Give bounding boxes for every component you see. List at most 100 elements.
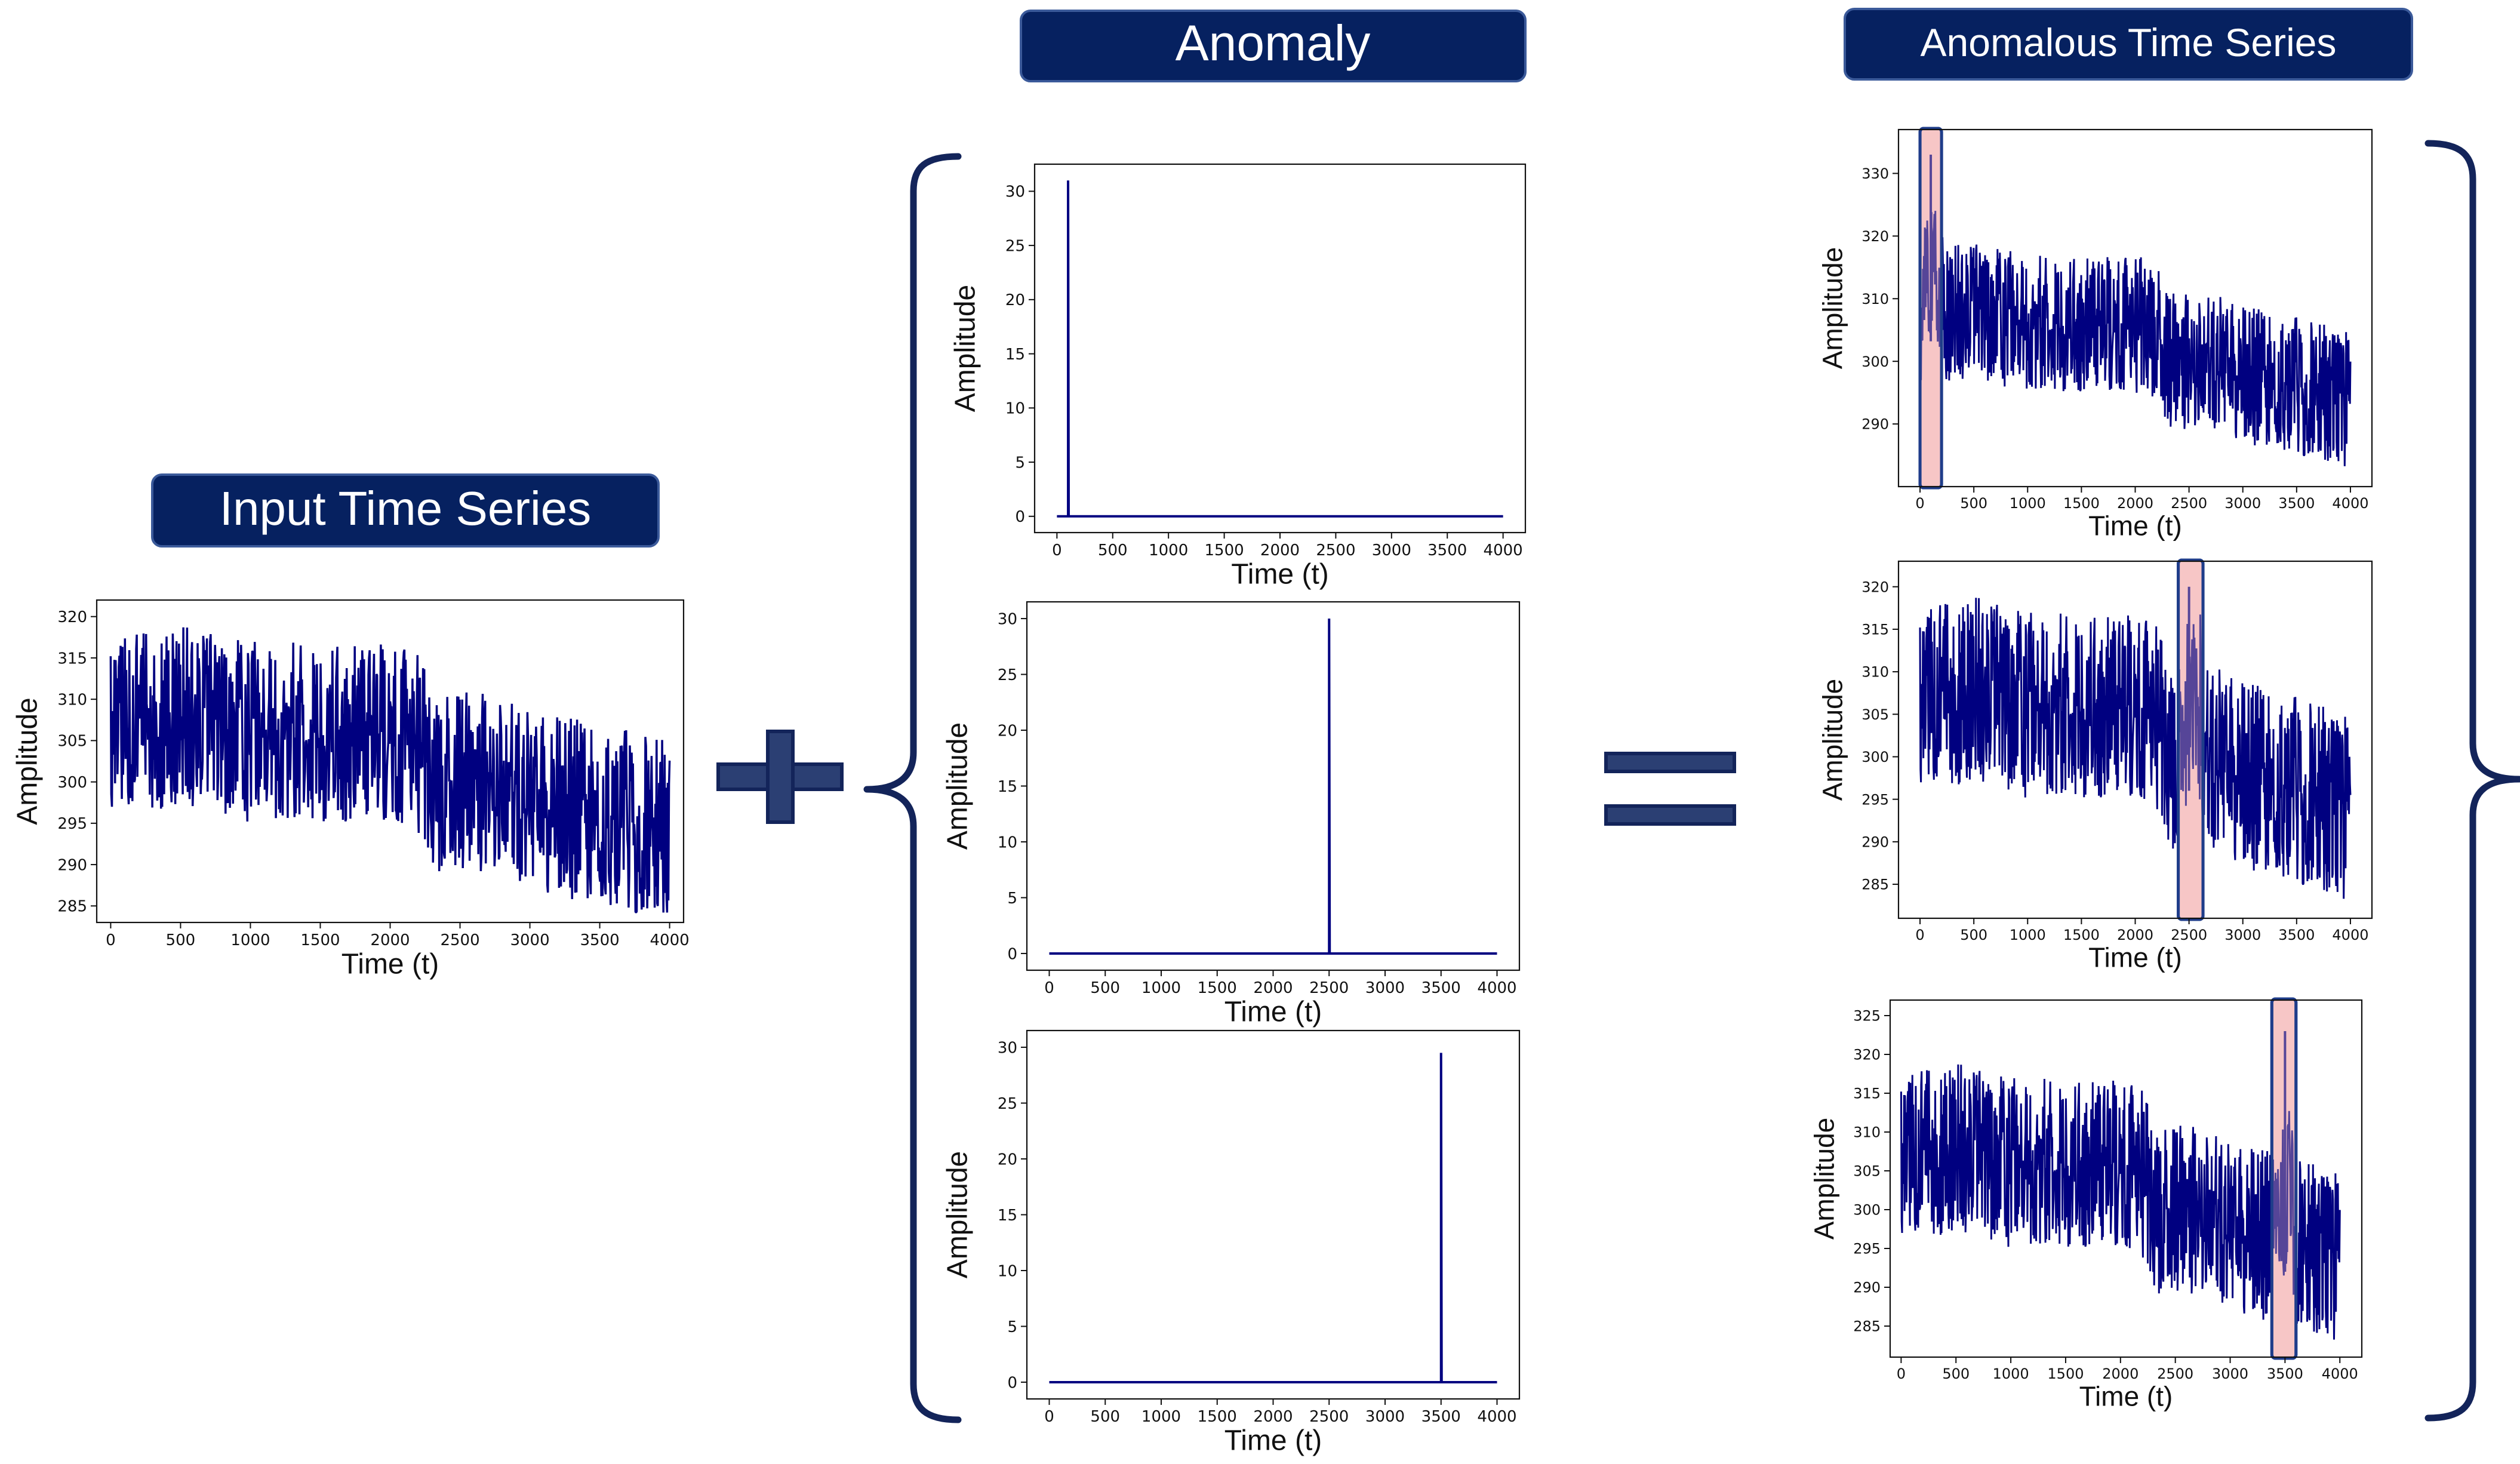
x-tick-label: 2000	[370, 931, 410, 949]
chart-anomalous-2: 0 500 1000 1500 2000 2500 3000 3500 4000 285 290 29…	[1817, 558, 2373, 973]
y-tick-label: 290	[1861, 834, 1889, 850]
x-tick-label: 2000	[2117, 495, 2153, 512]
x-tick-label: 3000	[1372, 542, 1411, 559]
x-tick-label: 2000	[1253, 1408, 1293, 1426]
x-axis-label: Time (t)	[1224, 1425, 1322, 1457]
anomalous-title-badge: Anomalous Time Series	[1844, 8, 2413, 81]
y-tick-label: 315	[1853, 1085, 1881, 1102]
y-tick-label: 20	[998, 1151, 1017, 1168]
x-tick-label: 500	[1960, 927, 1987, 943]
x-tick-label: 4000	[1484, 542, 1523, 559]
x-tick-label: 2000	[2117, 927, 2153, 943]
chart-input: 0 500 1000 1500 2000 2500 3000 3500 4000 285 290 29…	[12, 599, 690, 980]
right-brace	[2424, 140, 2520, 1422]
plot-frame	[1026, 1029, 1521, 1400]
y-tick-label: 15	[998, 1207, 1017, 1225]
x-tick-label: 3000	[1365, 979, 1405, 997]
y-axis-label: Amplitude	[1817, 247, 1848, 370]
x-tick-label: 1000	[1141, 1408, 1181, 1426]
spike-series-line	[1049, 1053, 1497, 1383]
y-tick-label: 0	[1007, 945, 1017, 963]
x-tick-label: 2500	[1316, 542, 1355, 559]
x-tick-label: 0	[1044, 979, 1054, 997]
y-tick-label: 30	[998, 1039, 1017, 1057]
y-tick-label: 300	[1853, 1202, 1881, 1219]
x-tick-label: 3000	[2224, 495, 2261, 512]
y-tick-label: 315	[1861, 622, 1889, 638]
x-tick-label: 500	[1098, 542, 1128, 559]
x-tick-label: 4000	[2332, 495, 2368, 512]
y-tick-label: 325	[1853, 1008, 1881, 1025]
y-axis-label: Amplitude	[1817, 679, 1848, 801]
series-line	[1919, 598, 2352, 899]
chart-anomalous-1: 0 500 1000 1500 2000 2500 3000 3500 4000 290 300 31…	[1817, 127, 2373, 542]
series-line	[1900, 1064, 2341, 1340]
series-line	[109, 627, 671, 914]
y-tick-label: 0	[1007, 1374, 1017, 1392]
x-axis-label: Time (t)	[2088, 510, 2182, 542]
input-title-badge: Input Time Series	[151, 473, 660, 548]
y-tick-label: 300	[57, 774, 87, 792]
x-axis-label: Time (t)	[2088, 942, 2182, 973]
plot-frame	[1026, 601, 1521, 971]
x-tick-label: 2000	[1260, 542, 1300, 559]
left-brace	[863, 153, 962, 1423]
y-tick-label: 10	[1005, 400, 1025, 418]
anomaly-highlight-overlay	[1918, 127, 1943, 490]
y-tick-label: 30	[998, 610, 1017, 628]
x-tick-label: 500	[1090, 979, 1120, 997]
y-tick-label: 25	[998, 666, 1017, 684]
input-title: Input Time Series	[220, 482, 592, 535]
x-tick-label: 3500	[1421, 979, 1461, 997]
x-tick-label: 1500	[2047, 1365, 2084, 1382]
x-tick-label: 2500	[1309, 979, 1349, 997]
x-tick-label: 3500	[580, 931, 619, 949]
x-tick-label: 1000	[1993, 1365, 2029, 1382]
equals-operator: =	[1604, 752, 1736, 826]
y-tick-label: 5	[1007, 1318, 1017, 1336]
y-tick-label: 320	[57, 608, 87, 626]
y-tick-label: 310	[1861, 291, 1889, 307]
y-tick-label: 290	[1853, 1280, 1881, 1296]
x-tick-label: 1500	[2063, 495, 2100, 512]
y-axis-label: Amplitude	[942, 722, 974, 850]
spike-series-line	[1057, 180, 1503, 518]
anomaly-highlight-overlay	[2270, 997, 2298, 1360]
y-tick-label: 300	[1861, 353, 1889, 370]
x-tick-label: 1000	[2010, 927, 2046, 943]
x-tick-label: 3000	[2224, 927, 2261, 943]
y-tick-label: 320	[1861, 579, 1889, 595]
y-axis-label: Amplitude	[1809, 1118, 1840, 1240]
x-tick-label: 4000	[2322, 1365, 2358, 1382]
x-tick-label: 1000	[2010, 495, 2046, 512]
y-tick-label: 10	[998, 834, 1017, 851]
x-tick-label: 0	[106, 931, 116, 949]
anomaly-title-badge: Anomaly	[1020, 10, 1527, 82]
x-tick-label: 1000	[230, 931, 270, 949]
x-tick-label: 2500	[1309, 1408, 1349, 1426]
y-tick-label: 330	[1861, 165, 1889, 182]
x-tick-label: 4000	[1477, 979, 1516, 997]
x-tick-label: 3500	[1421, 1408, 1461, 1426]
y-tick-label: 295	[1853, 1241, 1881, 1257]
plot-frame	[1889, 999, 2363, 1358]
x-tick-label: 4000	[650, 931, 690, 949]
x-tick-label: 2500	[440, 931, 479, 949]
x-tick-label: 4000	[1477, 1408, 1516, 1426]
x-axis-label: Time (t)	[341, 949, 439, 980]
x-tick-label: 1500	[1198, 979, 1237, 997]
y-tick-label: 5	[1007, 890, 1017, 908]
y-tick-label: 285	[1861, 876, 1889, 893]
x-tick-label: 3500	[2278, 495, 2315, 512]
x-tick-label: 500	[1960, 495, 1987, 512]
y-tick-label: 0	[1015, 508, 1025, 526]
y-tick-label: 320	[1853, 1047, 1881, 1063]
x-tick-label: 2500	[2171, 927, 2207, 943]
x-tick-label: 3000	[510, 931, 549, 949]
spike-series-line	[1049, 619, 1497, 955]
x-tick-label: 3500	[2267, 1365, 2303, 1382]
chart-anomaly-2: 0 500 1000 1500 2000 2500 3000 3500 4000 0 5 10 15 20…	[942, 601, 1521, 1028]
x-tick-label: 0	[1897, 1365, 1906, 1382]
y-tick-label: 310	[57, 691, 87, 709]
